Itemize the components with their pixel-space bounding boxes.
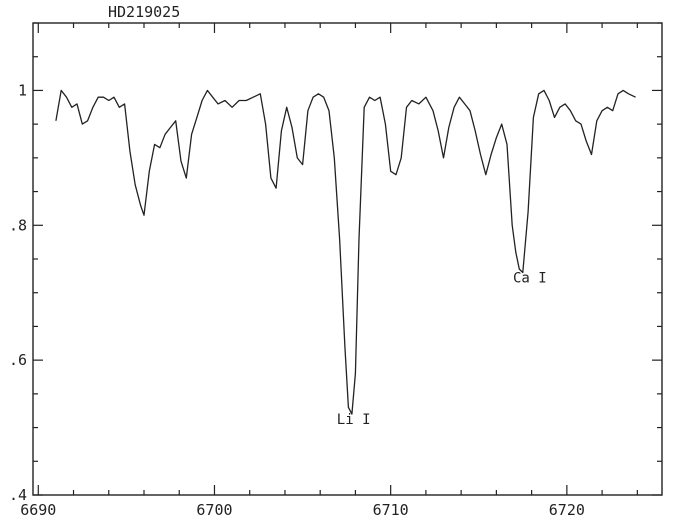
y-tick-label: .4 <box>9 486 27 504</box>
x-tick-label: 6690 <box>20 501 56 519</box>
spectrum-line <box>55 89 636 415</box>
line-annotation: Li I <box>337 412 371 428</box>
x-tick-label: 6700 <box>196 501 232 519</box>
annotations: Li I Ca I <box>337 271 547 429</box>
y-tick-label: .8 <box>9 216 27 234</box>
y-tick-label: .6 <box>9 351 27 369</box>
chart-title: HD219025 <box>108 3 180 21</box>
tick-labels: 6690 6700 6710 6720 .4 .6 .8 1 <box>9 81 585 519</box>
x-tick-label: 6720 <box>549 501 585 519</box>
x-tick-label: 6710 <box>373 501 409 519</box>
y-tick-label: 1 <box>18 81 27 99</box>
line-annotation: Ca I <box>513 271 547 287</box>
ticks <box>33 22 662 496</box>
series-group <box>55 89 636 415</box>
